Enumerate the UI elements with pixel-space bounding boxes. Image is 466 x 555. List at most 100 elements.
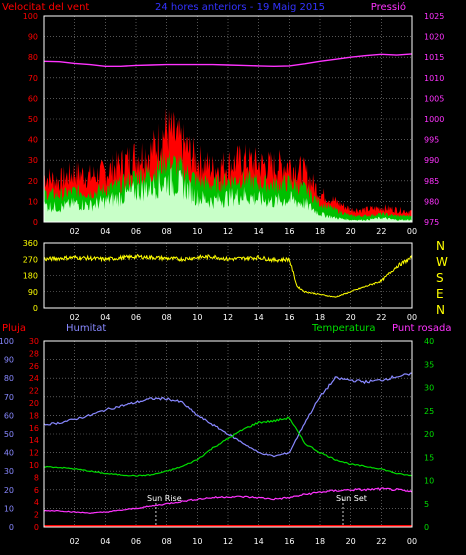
p1-frame xyxy=(43,15,413,223)
p3-ytick-temp-15: 15 xyxy=(424,453,434,462)
p2-xtick-00: 00 xyxy=(407,313,417,322)
p3-ytick-temp-10: 10 xyxy=(424,477,434,486)
p3-ytick-rain-16: 16 xyxy=(29,424,39,433)
p1-ytick-left-40: 40 xyxy=(28,136,38,145)
p1-xtick-02: 02 xyxy=(70,227,80,236)
p2-ytick-180: 180 xyxy=(23,272,38,281)
p3-ytick-temp-20: 20 xyxy=(424,430,434,439)
p2-xtick-04: 04 xyxy=(100,313,110,322)
p3-ytick-humidity-100: 100 xyxy=(0,337,14,346)
p2-ytick-90: 90 xyxy=(28,288,38,297)
p1-xtick-00: 00 xyxy=(407,227,417,236)
p1-ytick-left-30: 30 xyxy=(28,156,38,165)
wind-direction-panel: 0 90 180 270 360 02 04 06 08 10 12 14 16 18 20 22 00 xyxy=(23,239,417,322)
p3-xtick-16: 16 xyxy=(284,537,294,546)
p1-xtick-22: 22 xyxy=(376,227,386,236)
p1-ytick-left-100: 100 xyxy=(23,12,38,21)
p1-ytick-right-980: 980 xyxy=(424,197,439,206)
chart-title: 24 hores anteriors - 19 Maig 2015 xyxy=(155,2,325,13)
p3-xtick-22: 22 xyxy=(376,537,386,546)
p2-xtick-20: 20 xyxy=(346,313,356,322)
wind-direction-series xyxy=(43,253,413,298)
compass-n-top: N xyxy=(436,239,445,253)
dewpoint-axis-label: Punt rosada xyxy=(392,323,451,334)
temperature-humidity-panel: 0102030405060708090100024681012141618202… xyxy=(0,337,434,546)
p3-ytick-rain-10: 10 xyxy=(29,461,39,470)
compass-labels: N W S E N xyxy=(436,239,448,317)
p1-ytick-right-1020: 1020 xyxy=(424,33,444,42)
p1-ytick-right-990: 990 xyxy=(424,156,439,165)
p1-ytick-left-80: 80 xyxy=(28,53,38,62)
compass-n-bottom: N xyxy=(436,303,445,317)
p2-ytick-0: 0 xyxy=(33,304,38,313)
compass-e: E xyxy=(436,287,444,301)
p1-xtick-04: 04 xyxy=(100,227,110,236)
p3-xtick-02: 02 xyxy=(70,537,80,546)
sunset-label: Sun Set xyxy=(336,494,367,503)
p3-ytick-rain-12: 12 xyxy=(29,449,39,458)
p1-xtick-18: 18 xyxy=(315,227,325,236)
p3-ytick-rain-6: 6 xyxy=(34,486,39,495)
compass-w: W xyxy=(436,255,448,269)
p3-ytick-temp-5: 5 xyxy=(424,500,429,509)
p3-ytick-temp-40: 40 xyxy=(424,337,434,346)
p3-ytick-humidity-90: 90 xyxy=(4,356,14,365)
p1-ytick-left-0: 0 xyxy=(33,218,38,227)
p3-xtick-14: 14 xyxy=(254,537,264,546)
p3-ytick-humidity-60: 60 xyxy=(4,411,14,420)
p2-xtick-08: 08 xyxy=(162,313,172,322)
p3-xtick-20: 20 xyxy=(346,537,356,546)
p3-ytick-rain-24: 24 xyxy=(29,374,39,383)
p3-ytick-rain-14: 14 xyxy=(29,436,39,445)
p3-xtick-04: 04 xyxy=(100,537,110,546)
p1-xtick-20: 20 xyxy=(346,227,356,236)
p2-xtick-12: 12 xyxy=(223,313,233,322)
p3-ytick-rain-22: 22 xyxy=(29,387,39,396)
p3-xtick-18: 18 xyxy=(315,537,325,546)
p3-ytick-rain-18: 18 xyxy=(29,411,39,420)
p2-ytick-360: 360 xyxy=(23,239,38,248)
p3-ytick-rain-0: 0 xyxy=(34,523,39,532)
sunrise-label: Sun Rise xyxy=(147,494,182,503)
pressure-series xyxy=(43,53,413,68)
p2-xtick-10: 10 xyxy=(192,313,202,322)
p1-xtick-08: 08 xyxy=(162,227,172,236)
p2-xtick-02: 02 xyxy=(70,313,80,322)
p3-ytick-rain-8: 8 xyxy=(34,473,39,482)
p1-xtick-12: 12 xyxy=(223,227,233,236)
humidity-axis-label: Humitat xyxy=(66,323,106,334)
p1-ytick-right-1000: 1000 xyxy=(424,115,444,124)
p2-xtick-22: 22 xyxy=(376,313,386,322)
p1-ytick-left-70: 70 xyxy=(28,74,38,83)
p3-frame xyxy=(43,340,413,528)
p3-xtick-10: 10 xyxy=(192,537,202,546)
p1-ytick-left-50: 50 xyxy=(28,115,38,124)
p1-ytick-left-90: 90 xyxy=(28,33,38,42)
p3-ytick-temp-0: 0 xyxy=(424,523,429,532)
p1-xtick-14: 14 xyxy=(254,227,264,236)
p1-ytick-right-995: 995 xyxy=(424,136,439,145)
p3-ytick-humidity-50: 50 xyxy=(4,430,14,439)
temperature-series xyxy=(43,416,413,477)
p3-ytick-rain-26: 26 xyxy=(29,362,39,371)
p1-xtick-10: 10 xyxy=(192,227,202,236)
p3-ytick-temp-30: 30 xyxy=(424,384,434,393)
wind-pressure-panel: 0102030405060708090100975980985990995100… xyxy=(23,12,445,236)
p3-ytick-rain-28: 28 xyxy=(29,349,39,358)
rain-axis-label: Pluja xyxy=(2,323,26,334)
p1-ytick-left-10: 10 xyxy=(28,197,38,206)
p3-ytick-temp-25: 25 xyxy=(424,407,434,416)
p3-ytick-humidity-20: 20 xyxy=(4,486,14,495)
p1-ytick-right-1005: 1005 xyxy=(424,94,444,103)
p3-ytick-humidity-30: 30 xyxy=(4,467,14,476)
temperature-axis-label: Temperatura xyxy=(311,323,376,334)
p1-ytick-right-1010: 1010 xyxy=(424,74,444,83)
p3-xtick-06: 06 xyxy=(131,537,141,546)
p2-xtick-14: 14 xyxy=(254,313,264,322)
p3-xtick-08: 08 xyxy=(162,537,172,546)
p3-ytick-humidity-10: 10 xyxy=(4,504,14,513)
humidity-series xyxy=(43,372,413,458)
p1-ytick-left-60: 60 xyxy=(28,94,38,103)
p3-ytick-rain-20: 20 xyxy=(29,399,39,408)
